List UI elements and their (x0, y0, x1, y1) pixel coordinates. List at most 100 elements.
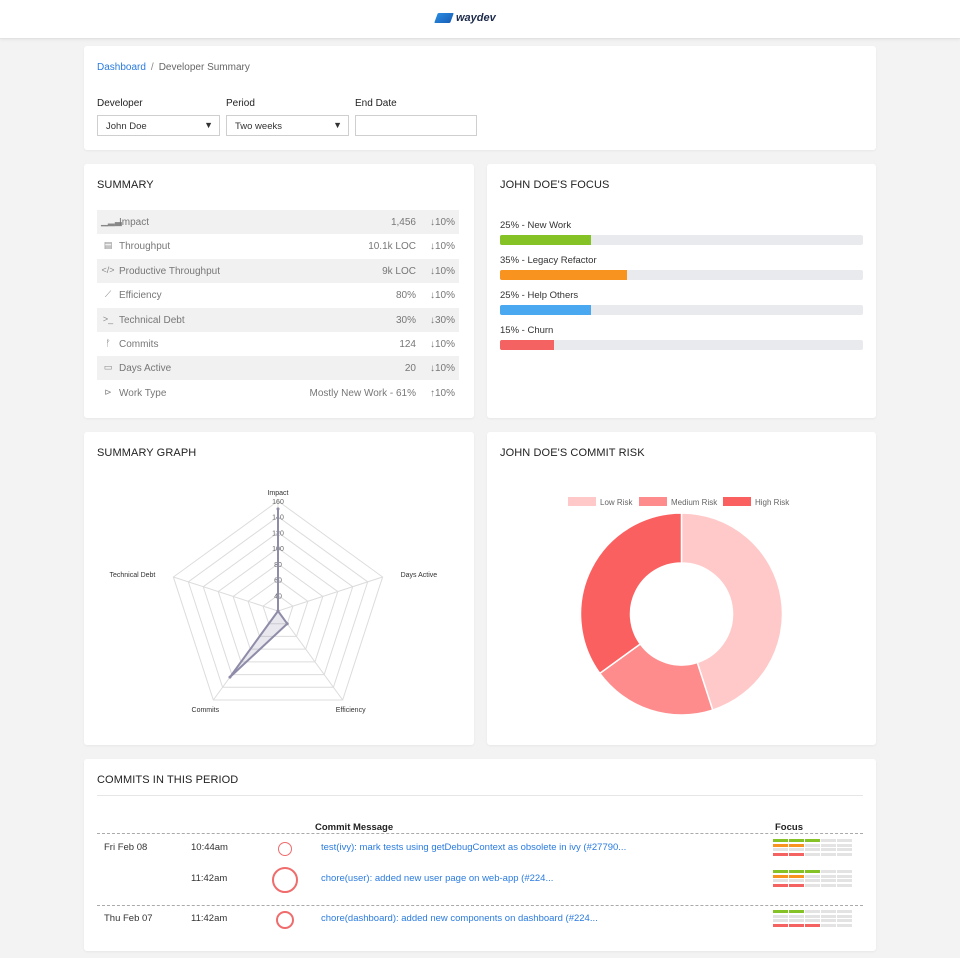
doughnut-slice-high-risk (579, 512, 683, 675)
focus-progress-bar (500, 270, 863, 280)
period-select[interactable]: Two weeks ▼ (226, 115, 349, 136)
legend-label[interactable]: Medium Risk (671, 498, 718, 507)
commit-risk-indicator (278, 842, 292, 856)
dropdown-arrow-icon: ▼ (204, 120, 213, 130)
focus-item-label: 35% - Legacy Refactor (500, 255, 597, 266)
focus-progress-fill (500, 340, 555, 350)
radar-chart: 406080100120140160ImpactDays ActiveEffic… (109, 490, 438, 714)
focus-grid-cell (805, 848, 820, 851)
focus-grid-cell (821, 843, 836, 847)
summary-value: 10.1k LOC (368, 241, 416, 253)
commit-message-link[interactable]: chore(user): added new user page on web-… (321, 873, 554, 884)
radar-grid-ring (232, 563, 324, 650)
radar-axis-label: Commits (192, 707, 220, 714)
summary-trend: ↓10% (429, 339, 455, 350)
focus-grid-cell (805, 914, 820, 918)
legend-label[interactable]: Low Risk (600, 498, 633, 507)
period-select-value: Two weeks (235, 121, 282, 132)
radar-data-point (285, 622, 289, 626)
breadcrumb-separator: / (150, 62, 154, 73)
breadcrumb-current: Developer Summary (158, 62, 250, 73)
focus-grid-cell (789, 919, 804, 922)
end-date-input[interactable] (355, 115, 477, 136)
focus-grid-cell (821, 852, 836, 856)
focus-grid-cell (805, 874, 820, 878)
focus-grid-cell (821, 914, 836, 918)
radar-grid-ring (202, 531, 354, 676)
focus-progress-fill (500, 305, 591, 315)
doughnut-chart: Low Risk Medium Risk High Risk (568, 497, 790, 716)
summary-label: Days Active (119, 363, 172, 375)
focus-grid-cell (789, 910, 804, 913)
focus-grid-cell (837, 879, 852, 882)
focus-grid-cell (837, 843, 852, 847)
focus-grid-cell (837, 919, 852, 922)
radar-grid-ring (172, 500, 384, 701)
focus-grid-cell (789, 923, 804, 927)
summary-title: SUMMARY (97, 179, 154, 191)
radar-data-point (276, 507, 280, 511)
focus-grid-cell (773, 883, 788, 887)
radar-series-area (229, 508, 289, 678)
radar-axis-label: Efficiency (336, 707, 366, 714)
focus-progress-bar (500, 340, 863, 350)
focus-grid-cell (821, 919, 836, 922)
developer-select[interactable]: John Doe ▼ (97, 115, 220, 136)
commit-message-link[interactable]: chore(dashboard): added new components o… (321, 913, 598, 924)
commit-date: Thu Feb 07 (104, 913, 153, 924)
focus-grid-cell (821, 870, 836, 873)
doughnut-slice-low-risk (680, 512, 784, 712)
commit-time: 11:42am (191, 913, 228, 924)
line-chart-icon: ⟋ (104, 289, 112, 300)
period-label: Period (226, 98, 255, 109)
waydev-logo[interactable]: waydev (434, 12, 496, 24)
summary-row-productive-throughput: </> Productive Throughput 9k LOC ↓10% (97, 258, 459, 283)
summary-trend: ↓10% (429, 265, 455, 277)
commits-card: COMMITS IN THIS PERIOD Commit Message Fo… (84, 759, 876, 951)
summary-graph-title: SUMMARY GRAPH (97, 447, 197, 459)
focus-grid-cell (837, 923, 852, 927)
breadcrumb-dashboard-link[interactable]: Dashboard (97, 62, 146, 73)
summary-row-work-type: ⊳ Work Type Mostly New Work - 61% ↑10% (97, 381, 459, 405)
focus-grid-cell (837, 852, 852, 856)
commit-time: 11:42am (191, 873, 228, 884)
radar-axis-label: Impact (267, 490, 288, 497)
commit-message-link[interactable]: test(ivy): mark tests using getDebugCont… (321, 842, 627, 853)
focus-grid-cell (773, 919, 788, 922)
radar-data-point (228, 675, 232, 679)
summary-trend: ↓10% (429, 363, 455, 375)
radar-axis-label: Days Active (401, 572, 438, 579)
focus-grid-cell (837, 910, 852, 913)
focus-item-label: 25% - Help Others (500, 290, 579, 301)
folder-icon: ⊳ (104, 386, 112, 397)
focus-grid-cell (789, 848, 804, 851)
focus-grid-cell (773, 843, 788, 847)
focus-title: JOHN DOE'S FOCUS (500, 179, 610, 191)
radar-axis-line (173, 576, 279, 612)
summary-trend: ↓10% (429, 217, 455, 228)
focus-grid-cell (837, 914, 852, 918)
summary-trend: ↓10% (429, 241, 455, 253)
focus-grid-cell (821, 923, 836, 927)
focus-grid-cell (805, 883, 820, 887)
focus-grid-cell (789, 874, 804, 878)
commit-risk-indicator (272, 867, 298, 893)
radar-grid-ring (247, 578, 309, 637)
terminal-icon: >_ (102, 313, 114, 324)
summary-label: Productive Throughput (119, 265, 220, 277)
focus-grid-cell (773, 923, 788, 927)
focus-grid-cell (805, 870, 820, 873)
focus-grid-cell (837, 870, 852, 873)
focus-grid-cell (789, 843, 804, 847)
summary-label: Work Type (119, 387, 167, 399)
focus-grid-cell (773, 852, 788, 856)
focus-grid-cell (773, 910, 788, 913)
summary-row-commits: ᚠ Commits 124 ↓10% (97, 332, 459, 356)
commit-focus-grid (773, 870, 852, 887)
commit-risk-title: JOHN DOE'S COMMIT RISK (500, 447, 645, 459)
focus-progress-bar (500, 235, 863, 245)
legend-label[interactable]: High Risk (755, 498, 790, 507)
focus-item-label: 15% - Churn (500, 325, 554, 336)
focus-grid-cell (837, 839, 852, 842)
summary-value: Mostly New Work - 61% (309, 387, 416, 399)
